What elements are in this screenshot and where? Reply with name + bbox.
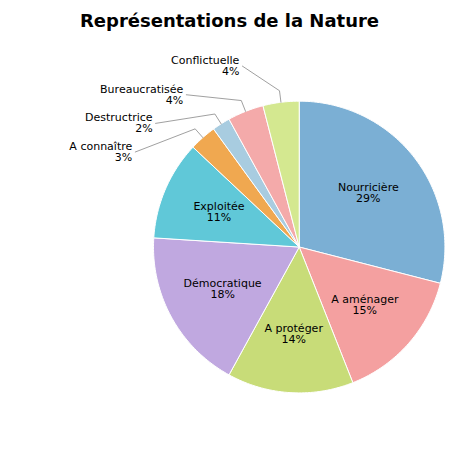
svg-text:A connaître3%: A connaître3% (69, 140, 132, 164)
svg-text:Destructrice2%: Destructrice2% (85, 111, 153, 135)
html-text:Représentations de la Nature: Représentations de la Nature (79, 10, 380, 31)
svg-text:Nourricière29%: Nourricière29% (338, 181, 399, 205)
svg-text:Démocratique18%: Démocratique18% (184, 277, 262, 301)
svg-text:Exploitée11%: Exploitée11% (193, 200, 244, 224)
svg-text:A aménager15%: A aménager15% (331, 293, 399, 317)
svg-text:Conflictuelle4%: Conflictuelle4% (171, 54, 240, 78)
svg-text:A protéger14%: A protéger14% (265, 322, 324, 346)
svg-text:Bureaucratisée4%: Bureaucratisée4% (100, 83, 183, 107)
